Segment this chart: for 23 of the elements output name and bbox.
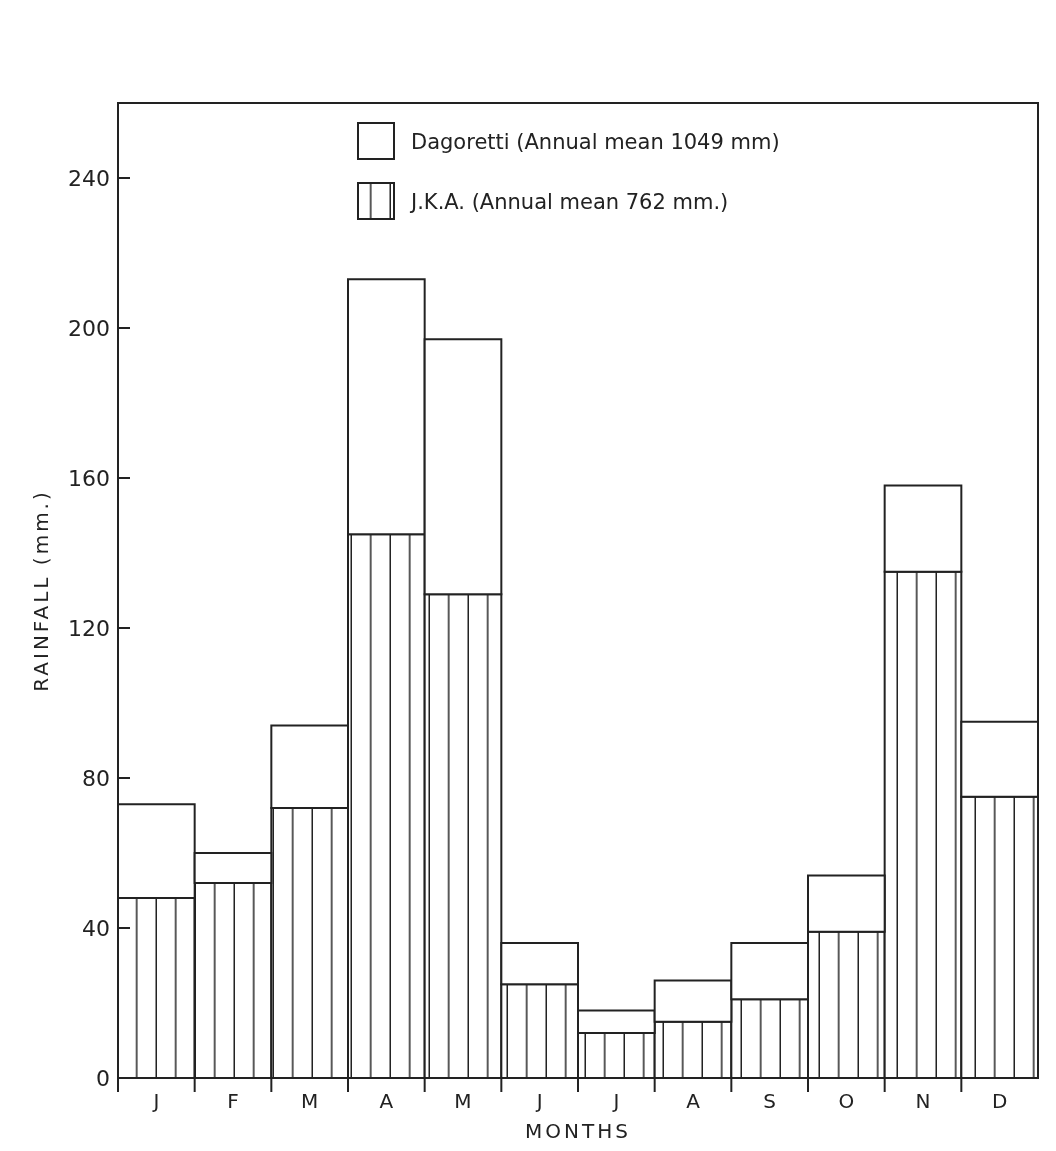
y-tick-label: 120 [68, 615, 110, 641]
y-tick-label: 200 [68, 315, 110, 341]
y-tick-label: 80 [82, 765, 110, 791]
x-tick-label: J [534, 1089, 543, 1113]
x-tick-label: J [151, 1089, 160, 1113]
x-tick-label: O [838, 1089, 855, 1113]
y-tick-label: 40 [82, 915, 110, 941]
x-axis-title: MONTHS [525, 1119, 631, 1143]
legend-label: J.K.A. (Annual mean 762 mm.) [409, 190, 729, 214]
x-tick-label: S [763, 1089, 777, 1113]
x-tick-label: M [301, 1089, 319, 1113]
y-tick-label: 240 [68, 165, 110, 191]
x-tick-label: J [611, 1089, 620, 1113]
x-tick-label: A [379, 1089, 394, 1113]
x-tick-label: A [686, 1089, 701, 1113]
x-tick-label: N [915, 1089, 931, 1113]
legend-label: Dagoretti (Annual mean 1049 mm) [411, 130, 780, 154]
x-tick-label: M [454, 1089, 472, 1113]
x-tick-label: F [227, 1089, 239, 1113]
x-tick-label: D [991, 1089, 1008, 1113]
y-axis-title: RAINFALL (mm.) [29, 489, 53, 692]
y-tick-label: 0 [96, 1065, 110, 1091]
y-tick-label: 160 [68, 465, 110, 491]
